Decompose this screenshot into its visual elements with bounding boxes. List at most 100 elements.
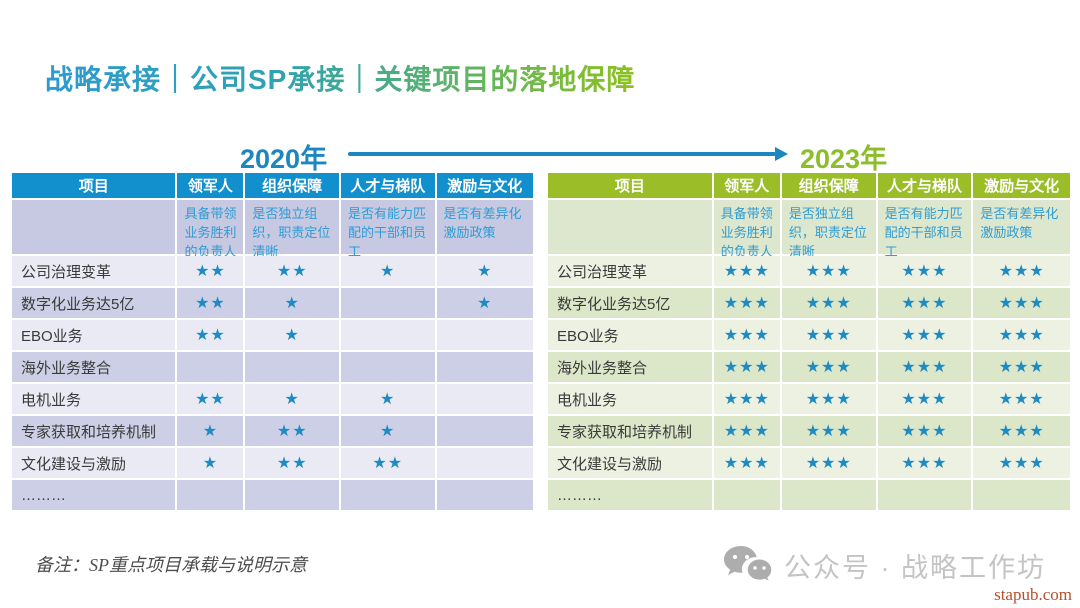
project-label: 电机业务 xyxy=(548,384,712,414)
rating-cell: ★★★ xyxy=(973,256,1070,286)
project-label: 电机业务 xyxy=(12,384,176,414)
rating-cell: ★★★ xyxy=(877,352,972,382)
rating-cell: ★★★ xyxy=(877,448,972,478)
rating-cell xyxy=(340,352,435,382)
rating-cell xyxy=(973,480,1070,510)
criteria-cell: 是否有差异化激励政策 xyxy=(973,200,1070,254)
rating-cell: ★★ xyxy=(245,448,339,478)
project-label: ……… xyxy=(548,480,712,510)
rating-cell: ★ xyxy=(340,416,435,446)
rating-cell: ★★★ xyxy=(713,352,780,382)
rating-cell: ★★★ xyxy=(973,352,1070,382)
rating-cell: ★ xyxy=(340,384,435,414)
project-label: 文化建设与激励 xyxy=(12,448,176,478)
rating-cell xyxy=(713,480,780,510)
column-header: 人才与梯队 xyxy=(877,173,972,198)
rating-cell: ★★ xyxy=(245,416,339,446)
project-label: 海外业务整合 xyxy=(12,352,176,382)
rating-cell: ★★★ xyxy=(781,448,876,478)
project-label: ……… xyxy=(12,480,176,510)
rating-cell xyxy=(177,480,244,510)
rating-cell xyxy=(436,448,533,478)
rating-cell: ★ xyxy=(436,288,533,318)
arrow-head-icon xyxy=(775,147,788,161)
criteria-cell: 具备带领业务胜利的负责人 xyxy=(177,200,244,259)
rating-cell xyxy=(436,320,533,350)
rating-cell: ★★★ xyxy=(713,320,780,350)
rating-cell: ★★★ xyxy=(713,416,780,446)
project-label: 专家获取和培养机制 xyxy=(548,416,712,446)
table-2020: 项目 领军人 组织保障 人才与梯队 激励与文化 具备带领业务胜利的负责人 是否独立组织，职责… xyxy=(12,173,533,510)
rating-cell: ★★ xyxy=(177,256,244,286)
criteria-cell: 是否有能力匹配的干部和员工 xyxy=(340,200,435,259)
column-header: 激励与文化 xyxy=(436,173,533,198)
rating-cell xyxy=(340,480,435,510)
rating-cell: ★★★ xyxy=(713,288,780,318)
project-label: EBO业务 xyxy=(548,320,712,350)
rating-cell: ★★★ xyxy=(781,384,876,414)
project-label: 数字化业务达5亿 xyxy=(548,288,712,318)
rating-cell xyxy=(245,352,339,382)
watermark: 公众号 · 战略工作坊 xyxy=(722,544,1046,586)
year-2023-label: 2023年 xyxy=(800,144,888,174)
rating-cell: ★ xyxy=(436,256,533,286)
watermark-label: 公众号 · 战略工作坊 xyxy=(784,552,1046,583)
site-label: stapub.com xyxy=(994,585,1072,604)
project-label: 文化建设与激励 xyxy=(548,448,712,478)
rating-cell: ★★★ xyxy=(973,416,1070,446)
rating-cell: ★★ xyxy=(177,288,244,318)
rating-cell: ★★★ xyxy=(973,448,1070,478)
table-2023: 项目 领军人 组织保障 人才与梯队 激励与文化 具备带领业务胜利的负责人 是否独立组织，职责… xyxy=(548,173,1070,510)
rating-cell: ★★★ xyxy=(713,448,780,478)
footnote: 备注：SP重点项目承载与说明示意 xyxy=(35,555,307,575)
rating-cell: ★ xyxy=(177,448,244,478)
rating-cell xyxy=(436,480,533,510)
project-label: 公司治理变革 xyxy=(548,256,712,286)
criteria-cell: 是否有能力匹配的干部和员工 xyxy=(877,200,972,259)
rating-cell xyxy=(177,352,244,382)
rating-cell: ★★★ xyxy=(973,320,1070,350)
wechat-icon xyxy=(724,546,773,584)
rating-cell: ★★★ xyxy=(877,288,972,318)
project-label: EBO业务 xyxy=(12,320,176,350)
rating-cell: ★★ xyxy=(340,448,435,478)
column-header: 项目 xyxy=(548,173,712,198)
criteria-cell: 是否独立组织，职责定位清晰 xyxy=(781,200,876,259)
project-label: 数字化业务达5亿 xyxy=(12,288,176,318)
rating-cell: ★★★ xyxy=(877,256,972,286)
rating-cell: ★★★ xyxy=(781,256,876,286)
rating-cell: ★ xyxy=(245,288,339,318)
column-header: 组织保障 xyxy=(781,173,876,198)
rating-cell: ★★★ xyxy=(877,320,972,350)
project-label: 海外业务整合 xyxy=(548,352,712,382)
rating-cell: ★★ xyxy=(177,320,244,350)
column-header: 领军人 xyxy=(177,173,244,198)
rating-cell: ★★★ xyxy=(973,384,1070,414)
column-header: 人才与梯队 xyxy=(340,173,435,198)
column-header: 组织保障 xyxy=(245,173,339,198)
rating-cell xyxy=(245,480,339,510)
project-label: 专家获取和培养机制 xyxy=(12,416,176,446)
rating-cell: ★ xyxy=(245,320,339,350)
rating-cell xyxy=(781,480,876,510)
rating-cell: ★★★ xyxy=(713,384,780,414)
rating-cell xyxy=(436,384,533,414)
rating-cell: ★★★ xyxy=(973,288,1070,318)
rating-cell: ★★★ xyxy=(781,288,876,318)
rating-cell: ★★★ xyxy=(781,320,876,350)
timeline-arrow xyxy=(348,147,788,161)
page-title: 战略承接｜公司SP承接｜关键项目的落地保障 xyxy=(45,58,635,98)
rating-cell: ★ xyxy=(177,416,244,446)
column-header: 领军人 xyxy=(713,173,780,198)
rating-cell xyxy=(340,320,435,350)
criteria-empty-cell xyxy=(548,200,712,254)
column-header: 项目 xyxy=(12,173,176,198)
rating-cell: ★★★ xyxy=(877,384,972,414)
project-label: 公司治理变革 xyxy=(12,256,176,286)
criteria-empty-cell xyxy=(12,200,176,254)
rating-cell: ★★ xyxy=(245,256,339,286)
rating-cell: ★★★ xyxy=(781,352,876,382)
rating-cell xyxy=(436,352,533,382)
criteria-cell: 具备带领业务胜利的负责人 xyxy=(713,200,780,259)
rating-cell xyxy=(340,288,435,318)
